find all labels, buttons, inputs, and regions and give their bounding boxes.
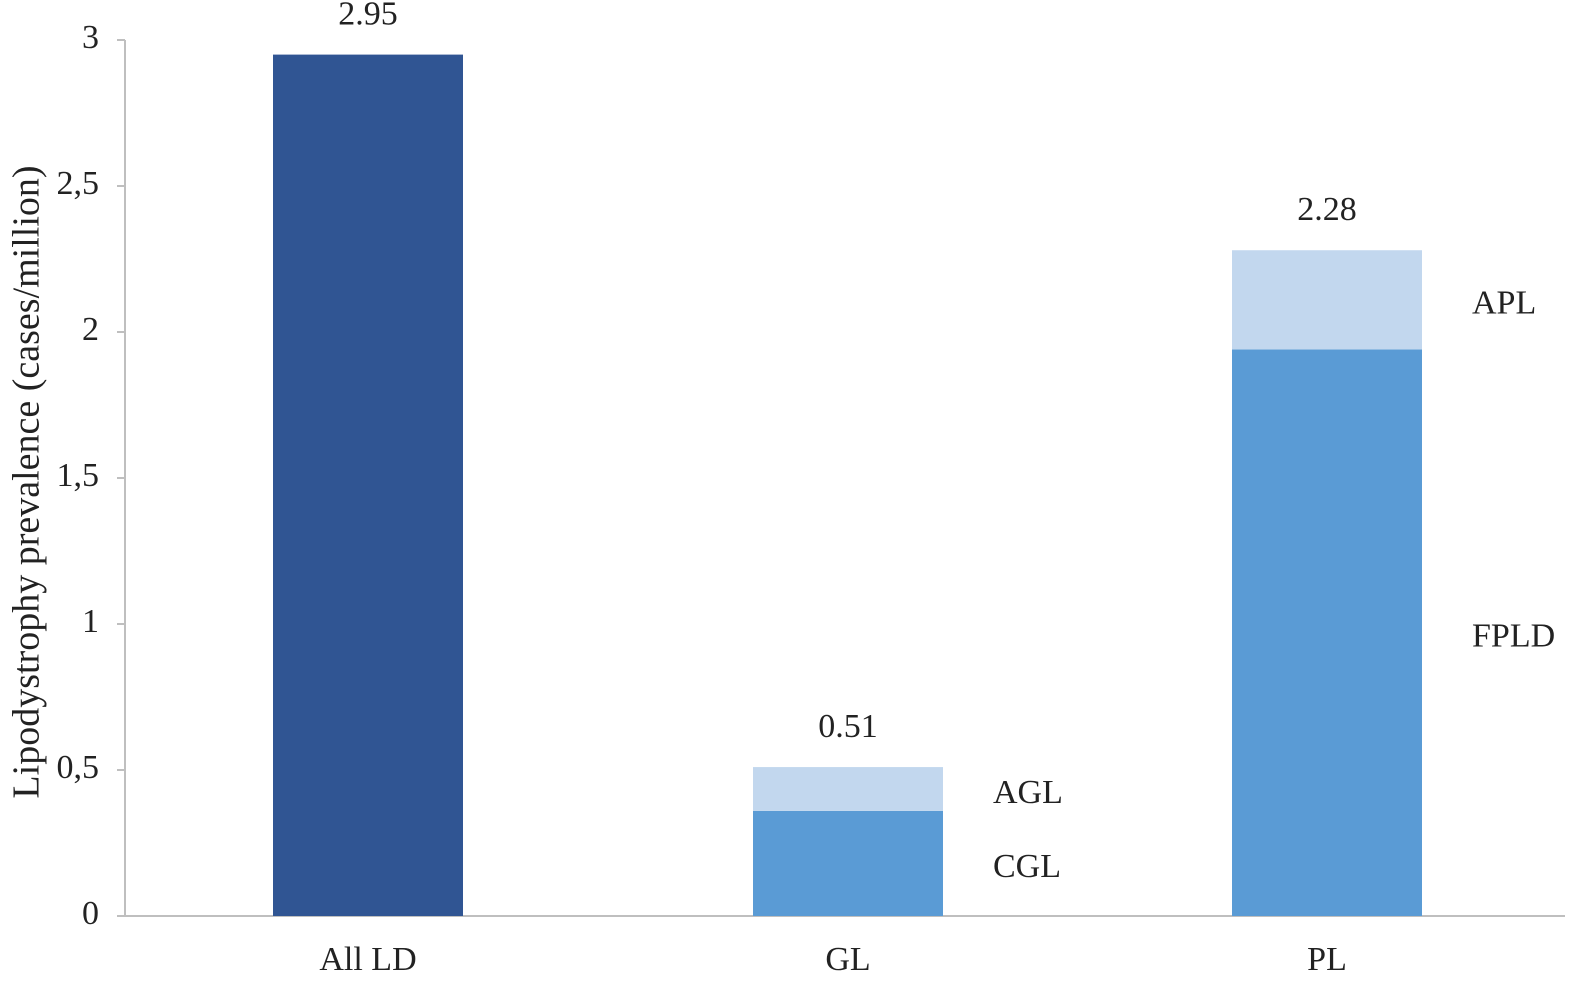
bar-value-label: 2.95 — [338, 0, 398, 32]
bar-value-label: 0.51 — [818, 708, 878, 745]
bar-segment — [273, 54, 463, 917]
x-category-label: PL — [1307, 941, 1347, 978]
y-tick-label: 1,5 — [57, 457, 100, 494]
segment-label: APL — [1472, 285, 1536, 322]
y-tick-label: 0,5 — [57, 749, 100, 786]
y-tick-label: 1 — [82, 603, 99, 640]
y-tick-label: 0 — [82, 895, 99, 932]
y-tick-label: 2,5 — [57, 165, 100, 202]
bar-segment — [1232, 349, 1422, 916]
x-category-label: GL — [825, 941, 870, 978]
bar-segment — [1232, 250, 1422, 350]
bar-segment — [753, 810, 943, 916]
y-axis-title: Lipodystrophy prevalence (cases/million) — [6, 165, 48, 798]
x-category-label: All LD — [319, 941, 416, 978]
bar-value-label: 2.28 — [1297, 191, 1357, 228]
bar-segment — [753, 767, 943, 811]
labels: 2.95 All LD CGL AGL 0.51 GL FPLD APL 2.28 PL — [319, 0, 1555, 978]
bars — [273, 54, 1422, 917]
segment-label: CGL — [993, 848, 1061, 885]
segment-label: AGL — [993, 774, 1063, 811]
y-tick-label: 3 — [82, 19, 99, 56]
segment-label: FPLD — [1472, 618, 1555, 655]
y-tick-label: 2 — [82, 311, 99, 348]
